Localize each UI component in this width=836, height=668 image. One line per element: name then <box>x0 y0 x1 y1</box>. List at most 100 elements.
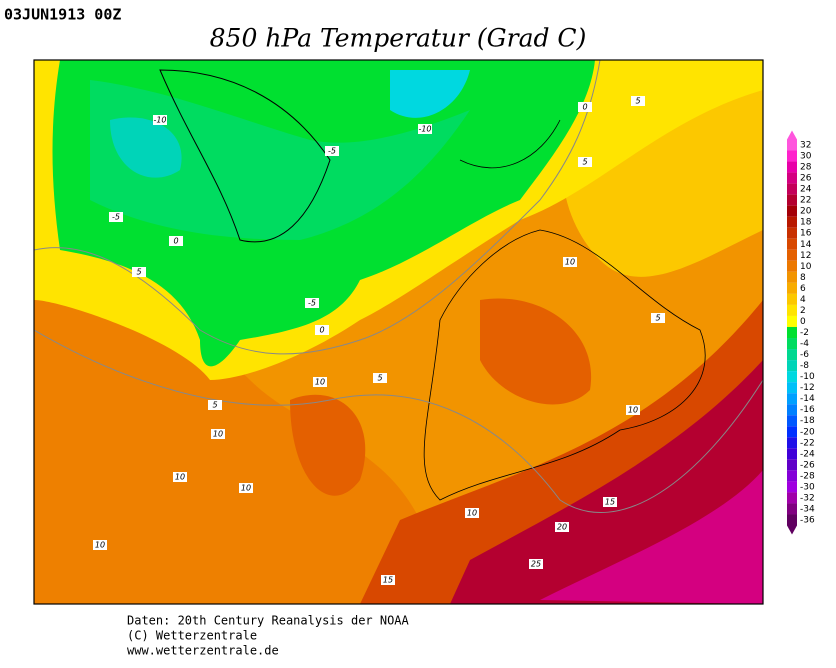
contour-label-box <box>132 267 146 277</box>
colorbar-swatch <box>787 326 797 339</box>
colorbar-swatch <box>787 459 797 471</box>
colorbar-label: -20 <box>800 427 815 437</box>
colorbar-swatch <box>787 315 797 327</box>
colorbar-label: 30 <box>800 152 812 162</box>
colorbar-label: 14 <box>800 240 812 250</box>
contour-label: -10 <box>418 125 431 134</box>
contour-label-box <box>555 522 569 532</box>
colorbar-label: -16 <box>800 405 815 415</box>
colorbar-label: 4 <box>800 295 806 305</box>
colorbar-swatch <box>787 481 797 493</box>
colorbar-swatch <box>787 470 797 482</box>
colorbar-swatch <box>787 139 797 151</box>
footer-line: Daten: 20th Century Reanalysis der NOAA <box>127 614 410 628</box>
contour-label: 15 <box>383 576 393 585</box>
colorbar-label: -12 <box>800 383 815 393</box>
contour-label-box <box>305 298 319 308</box>
colorbar-label: -36 <box>800 516 815 526</box>
colorbar-label: -22 <box>800 438 815 448</box>
contour-label-box <box>325 146 339 156</box>
contour-label-box <box>578 102 592 112</box>
contour-label: 15 <box>605 498 615 507</box>
colorbar-label: -30 <box>800 482 815 492</box>
colorbar-label: 8 <box>800 273 806 283</box>
colorbar-label: -26 <box>800 460 815 470</box>
contour-label: 20 <box>557 523 567 532</box>
colorbar-label: 16 <box>800 229 812 239</box>
colorbar-swatch <box>787 360 797 372</box>
colorbar-swatch <box>787 150 797 162</box>
colorbar-swatch <box>787 227 797 239</box>
contour-label-box <box>313 377 327 387</box>
contour-label-box <box>381 575 395 585</box>
contour-label-box <box>208 400 222 410</box>
contour-label: 10 <box>175 473 185 482</box>
colorbar-swatch <box>787 282 797 294</box>
colorbar-label: -2 <box>800 328 809 338</box>
contour-label: -10 <box>153 116 166 125</box>
colorbar-label: 20 <box>800 207 812 217</box>
contour-label-box <box>626 405 640 415</box>
colorbar-swatch <box>787 293 797 305</box>
contour-label-box <box>173 472 187 482</box>
colorbar-label: 26 <box>800 174 812 184</box>
colorbar-label: -24 <box>800 449 815 459</box>
colorbar-label: -14 <box>800 394 815 404</box>
contour-label: 5 <box>136 268 141 277</box>
footer-line: (C) Wetterzentrale <box>127 629 257 643</box>
colorbar-label: 32 <box>800 141 811 151</box>
map-frame <box>33 59 764 605</box>
contour-label-box <box>578 157 592 167</box>
colorbar-label: -6 <box>800 350 809 360</box>
colorbar-swatch <box>787 161 797 173</box>
contour-label-box <box>93 540 107 550</box>
contour-label-box <box>465 508 479 518</box>
colorbar-swatch <box>787 194 797 206</box>
contour-label: -5 <box>328 147 336 156</box>
colorbar-label: 2 <box>800 306 806 316</box>
colorbar-swatch <box>787 271 797 283</box>
contour-label: 0 <box>582 103 587 112</box>
contour-label: 10 <box>213 430 223 439</box>
contour-label: 10 <box>565 258 575 267</box>
colorbar-swatch <box>787 503 797 515</box>
colorbar-swatch <box>787 304 797 316</box>
colorbar-swatch <box>787 172 797 184</box>
contour-label-box <box>239 483 253 493</box>
contour-label: -5 <box>308 299 316 308</box>
colorbar-swatch <box>787 249 797 261</box>
colorbar-swatch <box>787 492 797 504</box>
colorbar: 32302826242220181614121086420-2-4-6-8-10… <box>787 130 815 535</box>
contour-labels: -10 -10 -5 -5 -5 0 0 0 5 5 5 5 5 5 10 10 10 10 10 10 10 10 15 1… <box>93 96 665 585</box>
contour-label-box <box>631 96 645 106</box>
colorbar-swatch <box>787 338 797 350</box>
contour-label-box <box>211 429 225 439</box>
contour-label: 10 <box>241 484 251 493</box>
contour-label-box <box>153 115 167 125</box>
contour-label-box <box>529 559 543 569</box>
timestamp: 03JUN1913 00Z <box>4 6 121 24</box>
contour-label-box <box>603 497 617 507</box>
contour-label: 10 <box>467 509 477 518</box>
colorbar-label: 28 <box>800 163 812 173</box>
colorbar-swatch <box>787 238 797 250</box>
colorbar-swatch <box>787 426 797 438</box>
colorbar-label: 0 <box>800 317 806 327</box>
colorbar-swatch <box>787 216 797 228</box>
colorbar-swatch <box>787 260 797 272</box>
colorbar-swatch <box>787 448 797 460</box>
contour-label: -5 <box>112 213 120 222</box>
colorbar-label: 10 <box>800 262 812 272</box>
colorbar-swatch <box>787 415 797 427</box>
contour-label: 5 <box>635 97 640 106</box>
colorbar-label: -10 <box>800 372 815 382</box>
colorbar-label: 6 <box>800 284 806 294</box>
contour-label: 0 <box>173 237 178 246</box>
contour-label-box <box>315 325 329 335</box>
colorbar-label: 12 <box>800 251 811 261</box>
contour-label: 10 <box>95 541 105 550</box>
map-title: 850 hPa Temperatur (Grad C) <box>210 24 587 53</box>
contour-label: 5 <box>655 314 660 323</box>
